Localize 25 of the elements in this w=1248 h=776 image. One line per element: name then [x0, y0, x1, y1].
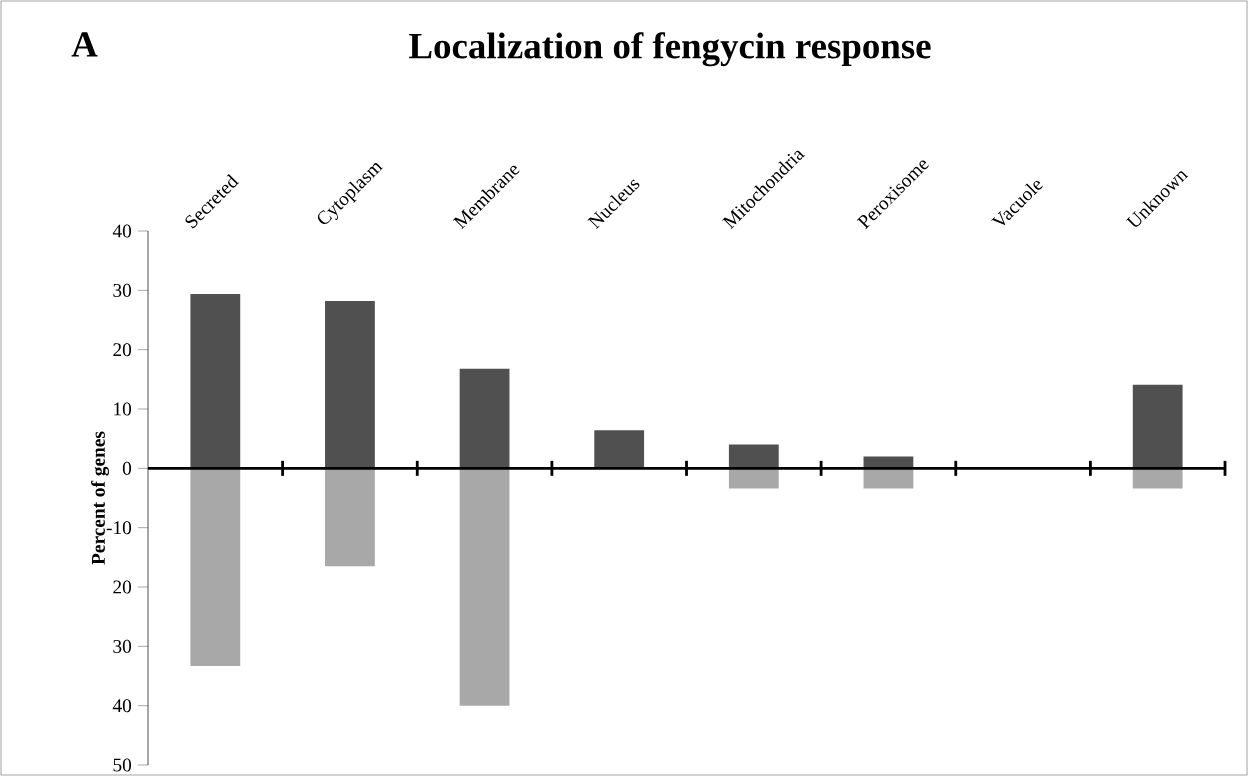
y-tick-label: 30 — [113, 283, 132, 297]
bar — [1132, 384, 1183, 469]
y-tick-label: 50 — [113, 758, 132, 772]
bar — [863, 456, 914, 469]
bar — [459, 368, 510, 469]
text: A — [71, 32, 98, 57]
bar — [459, 468, 510, 706]
bar — [863, 468, 914, 489]
y-tick-label: 10 — [114, 402, 132, 416]
y-tick-label: -10 — [106, 521, 132, 535]
y-tick-label: 30 — [113, 639, 132, 653]
bar — [1132, 468, 1183, 489]
y-tick-label: 40 — [112, 699, 132, 713]
y-tick-label: 20 — [113, 343, 132, 357]
y-tick-label: 20 — [113, 580, 132, 594]
bar — [728, 444, 779, 469]
y-tick-label: 0 — [122, 461, 132, 475]
bar — [190, 293, 241, 469]
chart-title: Localization of fengycin response — [409, 32, 931, 67]
bar — [190, 468, 241, 666]
bar — [728, 468, 779, 489]
y-tick-label: 40 — [112, 224, 132, 238]
bar — [325, 468, 375, 567]
bar — [594, 430, 645, 469]
bar — [325, 301, 375, 469]
